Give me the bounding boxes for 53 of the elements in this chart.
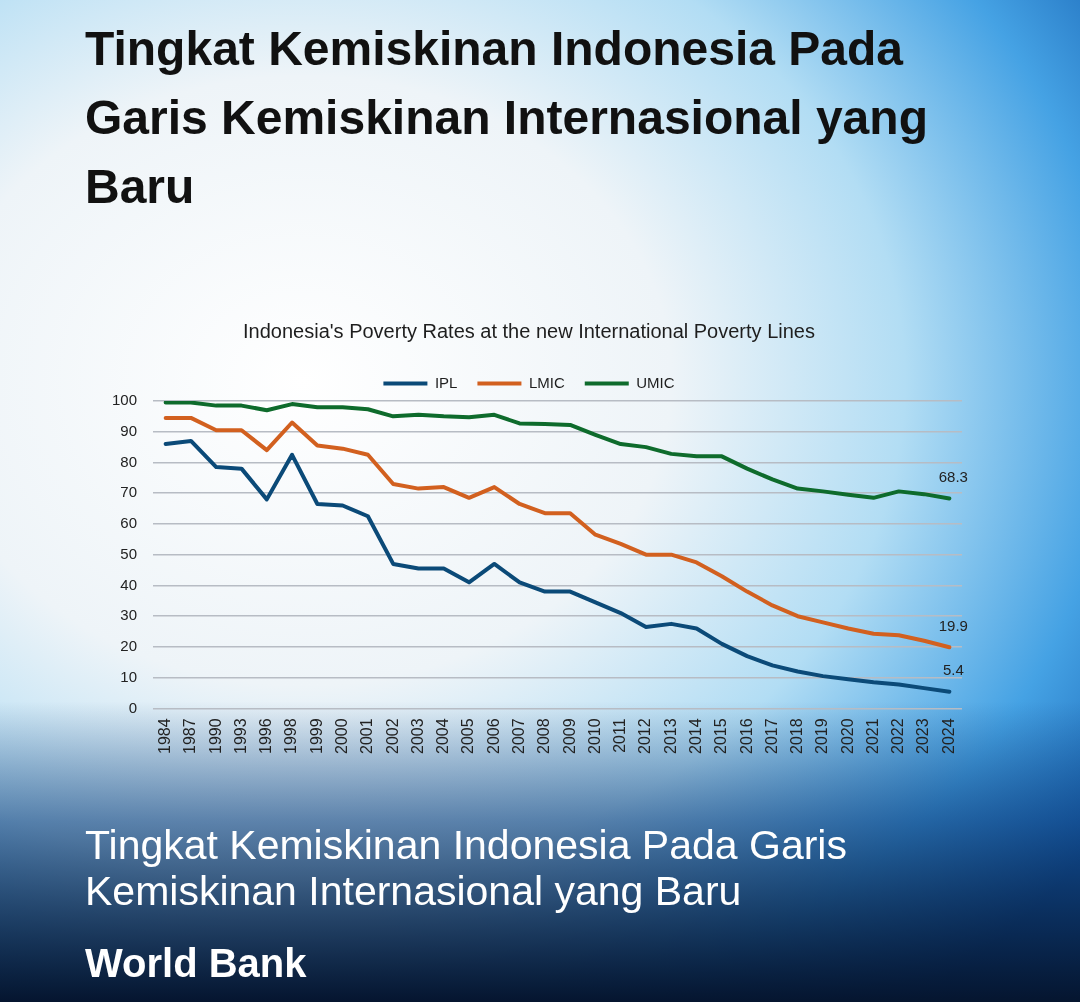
legend-label: UMIC xyxy=(636,373,675,391)
x-tick-label: 2015 xyxy=(712,718,730,754)
y-tick-label: 0 xyxy=(128,698,138,716)
x-tick-label: 1999 xyxy=(307,718,325,754)
x-tick-label: 2005 xyxy=(459,718,477,754)
chart-title: Tingkat Kemiskinan Indonesia Pada Garis Kemiskinan Internasional yang Baru xyxy=(85,21,929,215)
x-tick-label: 2013 xyxy=(661,718,679,754)
y-tick-label: 10 xyxy=(120,667,138,685)
x-tick-label: 2023 xyxy=(914,718,932,754)
x-tick-label: 2011 xyxy=(611,718,629,753)
x-tick-label: 1998 xyxy=(282,718,300,754)
x-tick-label: 2022 xyxy=(889,718,907,754)
x-tick-label: 1984 xyxy=(156,718,174,754)
x-tick-label: 2003 xyxy=(408,718,426,754)
x-tick-label: 1987 xyxy=(181,718,199,754)
x-tick-label: 2004 xyxy=(434,718,452,754)
y-tick-label: 60 xyxy=(120,514,138,532)
y-tick-label: 40 xyxy=(120,575,138,593)
x-tick-label: 2014 xyxy=(686,718,704,754)
x-tick-label: 2001 xyxy=(358,718,376,754)
x-tick-label: 2012 xyxy=(636,718,654,754)
x-tick-label: 1996 xyxy=(257,718,275,754)
x-tick-label: 1990 xyxy=(206,718,224,754)
x-tick-label: 2019 xyxy=(813,718,831,754)
x-tick-label: 2002 xyxy=(383,718,401,754)
data-label: 5.4 xyxy=(942,661,964,679)
y-tick-label: 30 xyxy=(120,606,138,624)
data-label: 19.9 xyxy=(938,616,968,634)
y-tick-label: 70 xyxy=(120,483,138,501)
x-tick-label: 2000 xyxy=(333,718,351,754)
legend-label: LMIC xyxy=(528,373,565,391)
chart-subtitle: Indonesia's Poverty Rates at the new International Poverty Lines xyxy=(243,319,815,342)
x-tick-label: 2016 xyxy=(737,718,755,754)
x-tick-label: 2009 xyxy=(560,718,578,754)
x-tick-label: 1993 xyxy=(231,718,249,754)
y-tick-label: 90 xyxy=(120,421,138,439)
text: World Bank xyxy=(85,940,308,986)
y-tick-label: 50 xyxy=(120,544,138,562)
x-tick-label: 2006 xyxy=(484,718,502,754)
y-tick-label: 80 xyxy=(120,452,138,470)
y-tick-label: 20 xyxy=(120,637,138,655)
legend-label: IPL xyxy=(434,373,458,391)
y-tick-label: 100 xyxy=(112,391,138,409)
data-label: 68.3 xyxy=(938,468,968,486)
x-tick-label: 2007 xyxy=(510,718,527,754)
x-tick-label: 2010 xyxy=(585,718,603,754)
x-tick-label: 2024 xyxy=(939,718,957,754)
x-tick-label: 2008 xyxy=(535,718,553,754)
x-tick-label: 2021 xyxy=(863,718,881,754)
x-tick-label: 2017 xyxy=(762,718,780,754)
x-tick-label: 2018 xyxy=(788,718,806,754)
text: Tingkat Kemiskinan Indonesia Pada Garis Kemiskinan Internasional yang Baru xyxy=(85,822,848,914)
x-tick-label: 2020 xyxy=(838,718,856,754)
